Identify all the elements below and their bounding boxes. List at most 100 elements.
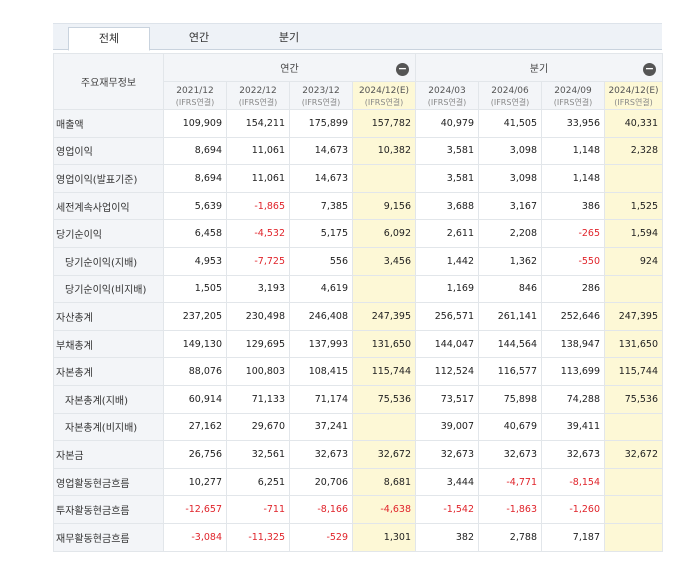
period-label: 2024/03	[428, 85, 466, 96]
value-cell: 3,581	[415, 164, 479, 193]
annual-group-header: 연간 −	[163, 53, 416, 82]
value-cell	[604, 164, 663, 193]
value-cell: -4,638	[352, 495, 416, 524]
period-label: 2022/12	[239, 85, 277, 96]
value-cell: -529	[289, 522, 353, 552]
table-row: 자본금 26,756 32,561 32,673 32,672 32,673 32,673 3…	[53, 440, 663, 469]
row-label[interactable]: 세전계속사업이익	[53, 191, 164, 221]
value-cell: 382	[415, 522, 479, 552]
tab-annual[interactable]: 연간	[188, 31, 210, 44]
table-row: 자산총계 237,205 230,498 246,408 247,395 256,571 2…	[53, 302, 663, 331]
value-cell: 1,148	[541, 136, 605, 166]
value-cell: 4,953	[163, 246, 227, 276]
row-label[interactable]: 매출액	[53, 109, 164, 138]
value-cell: 924	[604, 246, 663, 276]
basis-label: (IFRS연결)	[175, 97, 215, 107]
value-cell: 2,611	[415, 219, 479, 248]
value-cell	[604, 495, 663, 524]
row-label[interactable]: 당기순이익(비지배)	[53, 274, 164, 304]
collapse-quarter-icon[interactable]: −	[643, 62, 656, 76]
value-cell: 37,241	[289, 412, 353, 442]
value-cell: 29,670	[226, 412, 290, 442]
value-cell: 1,362	[478, 246, 542, 276]
value-cell: 3,193	[226, 274, 290, 304]
row-label[interactable]: 자본금	[53, 440, 164, 469]
value-cell: 386	[541, 191, 605, 221]
row-label[interactable]: 부채총계	[53, 329, 164, 359]
value-cell: 40,331	[604, 109, 663, 138]
value-cell	[352, 412, 416, 442]
value-cell: 3,456	[352, 246, 416, 276]
value-cell: 157,782	[352, 109, 416, 138]
basis-label: (IFRS연결)	[614, 97, 653, 107]
value-cell: 3,444	[415, 467, 479, 497]
quarter-group-label: 분기	[529, 64, 549, 75]
row-label[interactable]: 재무활동현금흐름	[53, 522, 164, 552]
value-cell: -7,725	[226, 246, 290, 276]
value-cell: 33,956	[541, 109, 605, 138]
value-cell: -1,260	[541, 495, 605, 524]
tab-all[interactable]: 전체	[68, 27, 150, 51]
value-cell: -265	[541, 219, 605, 248]
value-cell: -4,771	[478, 467, 542, 497]
value-cell: -1,863	[478, 495, 542, 524]
value-cell: 88,076	[163, 357, 227, 386]
table-row: 세전계속사업이익 5,639 -1,865 7,385 9,156 3,688 3,167 3…	[53, 191, 663, 221]
value-cell: 5,639	[163, 191, 227, 221]
value-cell: 32,672	[604, 440, 663, 469]
value-cell: 32,561	[226, 440, 290, 469]
value-cell: 144,047	[415, 329, 479, 359]
value-cell: 556	[289, 246, 353, 276]
value-cell: 3,581	[415, 136, 479, 166]
row-label[interactable]: 자본총계(지배)	[53, 384, 164, 414]
value-cell: -550	[541, 246, 605, 276]
table-row: 투자활동현금흐름 -12,657 -711 -8,166 -4,638 -1,542 -1,…	[53, 495, 663, 524]
value-cell: 3,098	[478, 136, 542, 166]
table-row: 당기순이익(지배) 4,953 -7,725 556 3,456 1,442 1,362 -5…	[53, 246, 663, 276]
value-cell: 26,756	[163, 440, 227, 469]
tab-quarter[interactable]: 분기	[278, 31, 300, 44]
value-cell: 1,442	[415, 246, 479, 276]
table-row: 자본총계(지배) 60,914 71,133 71,174 75,536 73,517 75…	[53, 384, 663, 414]
value-cell: 7,187	[541, 522, 605, 552]
row-label[interactable]: 영업활동현금흐름	[53, 467, 164, 497]
financial-table: 주요재무정보 연간 − 분기 − 2021/12 (IFRS연결) 2022/12(…	[53, 53, 663, 552]
row-label[interactable]: 당기순이익(지배)	[53, 246, 164, 276]
value-cell: 154,211	[226, 109, 290, 138]
value-cell: 39,007	[415, 412, 479, 442]
row-label[interactable]: 자본총계	[53, 357, 164, 386]
value-cell	[604, 412, 663, 442]
value-cell: 131,650	[352, 329, 416, 359]
value-cell: 247,395	[352, 302, 416, 331]
row-label[interactable]: 영업이익	[53, 136, 164, 166]
value-cell: 2,788	[478, 522, 542, 552]
value-cell: -8,154	[541, 467, 605, 497]
table-row: 당기순이익(비지배) 1,505 3,193 4,619 1,169 846 286	[53, 274, 663, 304]
value-cell: 75,536	[604, 384, 663, 414]
value-cell: 6,092	[352, 219, 416, 248]
row-label[interactable]: 자본총계(비지배)	[53, 412, 164, 442]
value-cell: 32,673	[289, 440, 353, 469]
basis-label: (IFRS연결)	[364, 97, 404, 107]
value-cell: -3,084	[163, 522, 227, 552]
value-cell: 112,524	[415, 357, 479, 386]
row-label[interactable]: 자산총계	[53, 302, 164, 331]
value-cell: 8,681	[352, 467, 416, 497]
value-cell: 246,408	[289, 302, 353, 331]
value-cell: 71,174	[289, 384, 353, 414]
value-cell: 75,536	[352, 384, 416, 414]
period-column-header: 2021/12 (IFRS연결)	[163, 81, 227, 110]
value-cell: 1,594	[604, 219, 663, 248]
row-label[interactable]: 영업이익(발표기준)	[53, 164, 164, 193]
value-cell: 113,699	[541, 357, 605, 386]
value-cell: 138,947	[541, 329, 605, 359]
row-label[interactable]: 투자활동현금흐름	[53, 495, 164, 524]
table-row: 영업이익(발표기준) 8,694 11,061 14,673 3,581 3,098 1,1…	[53, 164, 663, 193]
value-cell: 40,679	[478, 412, 542, 442]
value-cell: 74,288	[541, 384, 605, 414]
value-cell: 8,694	[163, 164, 227, 193]
value-cell: 230,498	[226, 302, 290, 331]
collapse-annual-icon[interactable]: −	[396, 62, 409, 76]
row-label[interactable]: 당기순이익	[53, 219, 164, 248]
value-cell: 9,156	[352, 191, 416, 221]
